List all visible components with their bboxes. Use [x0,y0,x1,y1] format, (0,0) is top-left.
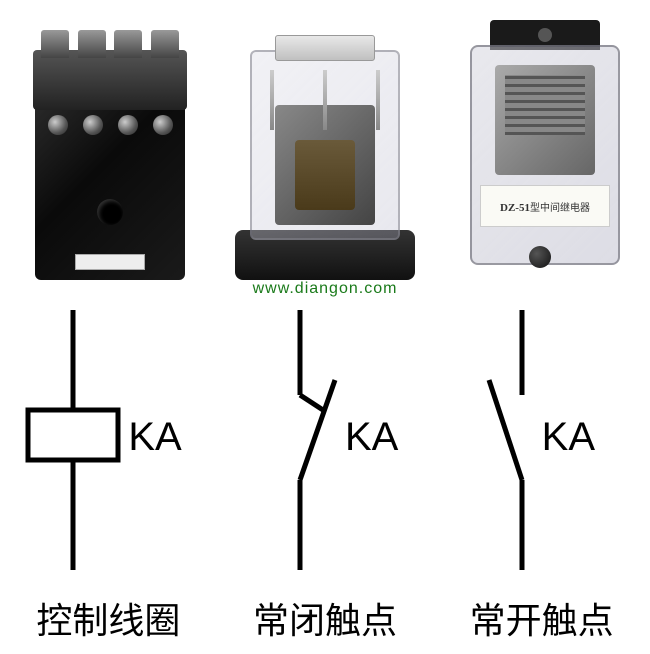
symbol-no-contact: KA [442,310,642,580]
watermark-text: www.diangon.com [253,280,398,298]
relay1-mount-hole [97,199,123,225]
symbol-coil-label: KA [128,415,181,460]
relay3-bracket-hole [538,28,552,42]
relay2-rods [270,70,380,130]
relay-photo-3: DZ-51型中间继电器 [455,20,625,280]
relay2-coil [295,140,355,210]
diagram-canvas: DZ-51型中间继电器 www.diangon.com KA KA [0,0,650,654]
relay3-knob [529,246,551,268]
symbol-nc-contact: KA [225,310,425,580]
caption-no: 常开触点 [470,592,614,644]
symbols-row: KA KA KA [0,305,650,585]
caption-coil: 控制线圈 [36,592,180,644]
relay3-model-suffix: 型中间继电器 [530,203,590,214]
relay1-nameplate [75,254,145,270]
relay2-nameplate [275,35,375,61]
symbol-no-label: KA [542,415,595,460]
relay3-model: DZ-51 [500,202,530,214]
relay1-terminals [37,30,183,60]
photo-row: DZ-51型中间继电器 [0,0,650,280]
relay1-screws [40,115,180,135]
captions-row: 控制线圈 常闭触点 常开触点 [0,592,650,644]
symbol-coil: KA [8,310,208,580]
relay3-terminals [505,75,585,135]
symbol-nc-label: KA [345,415,398,460]
relay-photo-1 [25,30,195,280]
relay-photo-2 [225,20,425,280]
caption-nc: 常闭触点 [253,592,397,644]
relay3-nameplate: DZ-51型中间继电器 [480,185,610,227]
